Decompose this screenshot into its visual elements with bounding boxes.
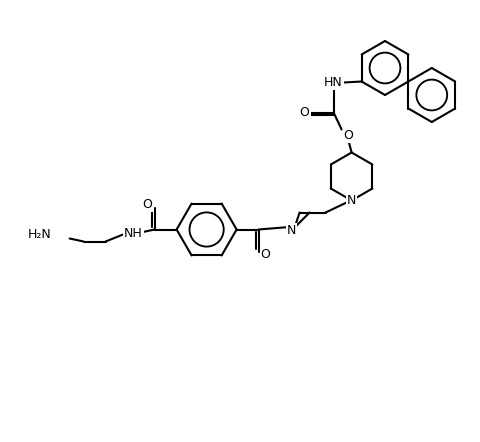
Text: N: N <box>347 194 356 207</box>
Text: HN: HN <box>324 76 343 89</box>
Text: N: N <box>287 224 296 237</box>
Text: O: O <box>261 248 271 261</box>
Text: H₂N: H₂N <box>28 228 52 241</box>
Text: O: O <box>344 129 354 142</box>
Text: O: O <box>300 106 310 119</box>
Text: NH: NH <box>124 227 143 240</box>
Text: O: O <box>143 198 153 211</box>
